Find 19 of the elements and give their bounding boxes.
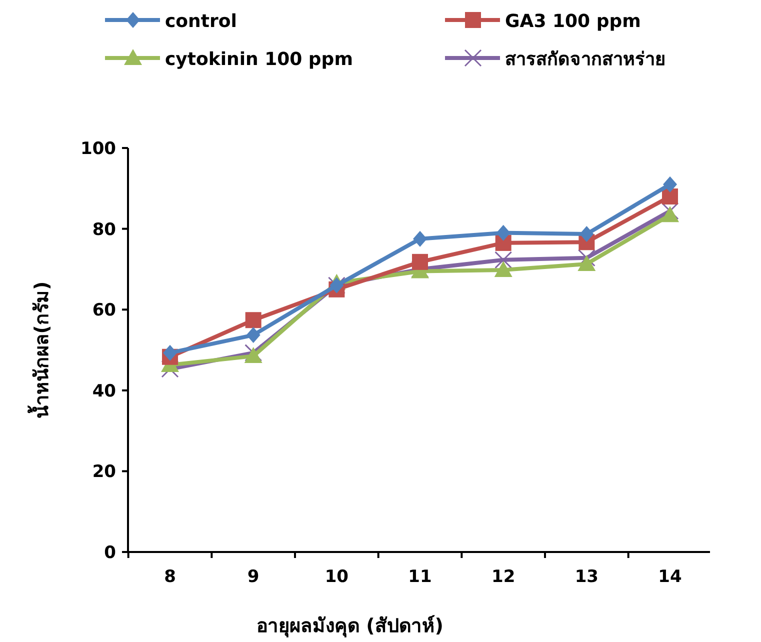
x-tick-label: 9 [247, 567, 260, 587]
legend-label: สารสกัดจากสาหร่าย [505, 49, 666, 70]
x-tick-label: 14 [658, 567, 682, 587]
y-tick-label: 20 [92, 462, 116, 482]
x-tick-label: 11 [408, 567, 432, 587]
y-tick-label: 0 [104, 543, 116, 563]
legend-label: control [165, 11, 237, 32]
x-axis-title: อายุผลมังคุด (สัปดาห์) [256, 615, 444, 638]
legend-label: cytokinin 100 ppm [165, 49, 353, 70]
legend-label: GA3 100 ppm [505, 11, 641, 32]
y-tick-label: 80 [92, 220, 116, 240]
y-tick-label: 60 [92, 300, 116, 321]
x-tick-label: 10 [324, 567, 349, 587]
y-tick-label: 40 [92, 381, 116, 402]
x-tick-label: 8 [164, 567, 176, 587]
x-tick-label: 12 [491, 567, 516, 587]
y-axis-title: น้ำหนักผล(กรัม) [27, 281, 53, 419]
y-tick-label: 100 [80, 139, 116, 159]
x-tick-label: 13 [574, 567, 599, 587]
